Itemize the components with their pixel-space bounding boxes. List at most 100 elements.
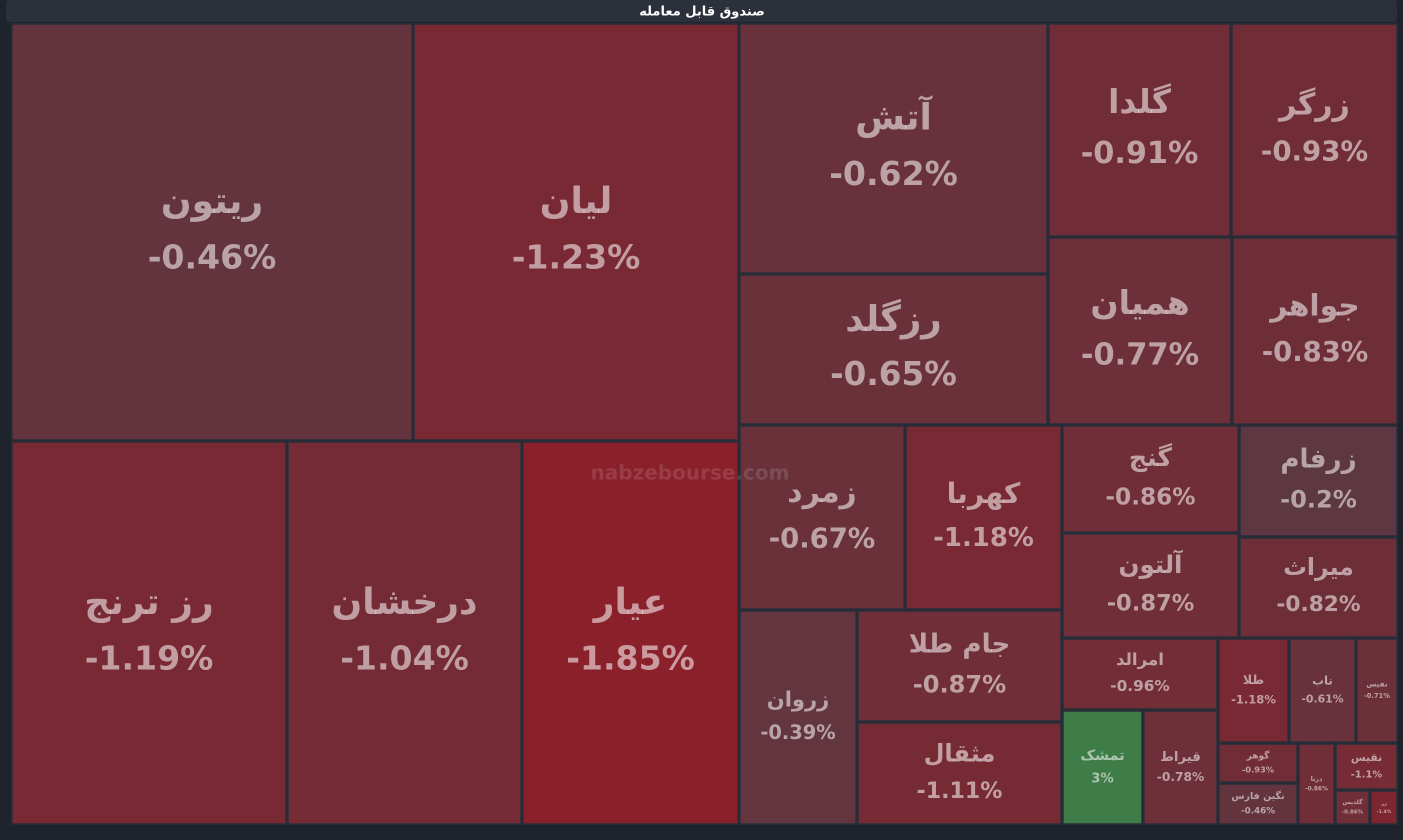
tile-label: امرالد bbox=[1116, 650, 1164, 670]
tile-label: ریتون bbox=[161, 181, 263, 222]
tile-value: -1.04% bbox=[340, 639, 469, 678]
tile-label: نفیس bbox=[1366, 680, 1387, 689]
tile-label: ناب bbox=[1312, 674, 1333, 688]
tile-value: -0.46% bbox=[1241, 807, 1275, 817]
tile bbox=[287, 441, 522, 825]
tile-value: -0.93% bbox=[1242, 764, 1275, 774]
tile-label: نقیس bbox=[1351, 751, 1382, 764]
tile-label: زمرد bbox=[787, 475, 856, 510]
title-bar bbox=[6, 0, 1397, 22]
tile bbox=[1370, 790, 1398, 825]
tile-label: درخشان bbox=[331, 582, 477, 623]
tile-value: -1.4% bbox=[1377, 809, 1392, 815]
tile bbox=[1239, 425, 1398, 537]
tile-value: -0.65% bbox=[830, 355, 957, 393]
tile-value: 3% bbox=[1091, 771, 1113, 786]
tile-label: گلدیس bbox=[1342, 798, 1363, 806]
tile bbox=[905, 425, 1062, 610]
tile-value: -0.61% bbox=[1301, 692, 1343, 705]
tile bbox=[1232, 237, 1398, 425]
tile-value: -1.18% bbox=[1231, 692, 1276, 706]
tile-label: میراث bbox=[1283, 553, 1354, 581]
tile bbox=[1143, 710, 1218, 825]
tile-label: عیار bbox=[592, 582, 668, 623]
tile-label: نگین فارس bbox=[1231, 790, 1284, 802]
tile-value: -1.23% bbox=[512, 238, 641, 277]
tile bbox=[413, 23, 739, 441]
tile-value: -0.78% bbox=[1157, 770, 1204, 784]
tile-value: -0.62% bbox=[829, 154, 958, 193]
tile-value: -0.91% bbox=[1081, 136, 1199, 171]
tile-value: -0.96% bbox=[1110, 677, 1170, 695]
tile-label: زرفام bbox=[1280, 445, 1356, 475]
tile bbox=[1062, 638, 1218, 710]
tile bbox=[1356, 638, 1398, 743]
tile-label: آتش bbox=[855, 95, 933, 139]
tile bbox=[1298, 743, 1335, 825]
tile-value: -0.67% bbox=[769, 523, 876, 554]
tile-value: -1.1% bbox=[1351, 770, 1383, 781]
tile-value: -0.93% bbox=[1261, 135, 1368, 168]
tile bbox=[1062, 425, 1239, 533]
tile bbox=[1218, 783, 1298, 825]
tile bbox=[739, 425, 905, 610]
tile bbox=[1335, 743, 1398, 790]
tile-label: جام طلا bbox=[909, 630, 1011, 660]
tile-value: -0.86% bbox=[1305, 786, 1328, 792]
tile-value: -0.39% bbox=[760, 721, 835, 744]
tile-label: زروان bbox=[767, 687, 830, 712]
tile-value: -1.85% bbox=[566, 639, 695, 678]
tile bbox=[1231, 23, 1398, 237]
tile-label: رزگلد bbox=[845, 298, 941, 340]
tile-label: آلتون bbox=[1119, 549, 1184, 579]
tile-value: -1.18% bbox=[933, 523, 1034, 553]
tile-label: قیراط bbox=[1160, 750, 1201, 765]
tile-value: -0.2% bbox=[1280, 486, 1357, 514]
tile-label: طلا bbox=[1243, 672, 1264, 687]
tile bbox=[1048, 237, 1232, 425]
chart-title: صندوق قابل معامله bbox=[639, 5, 765, 20]
tile bbox=[739, 274, 1048, 425]
tile-value: -0.86% bbox=[1105, 483, 1195, 510]
tile bbox=[522, 441, 739, 825]
tile bbox=[11, 441, 287, 825]
tile-label: مثقال bbox=[924, 739, 996, 767]
tile-label: گلدا bbox=[1108, 82, 1172, 121]
tile-value: -0.83% bbox=[1262, 337, 1369, 368]
tile bbox=[857, 722, 1062, 825]
tile-value: -0.71% bbox=[1364, 692, 1390, 700]
tile-label: زر bbox=[1380, 801, 1387, 807]
tile-label: درنا bbox=[1311, 776, 1323, 783]
tile-label: گنج bbox=[1129, 443, 1172, 473]
tile-label: همیان bbox=[1090, 283, 1189, 322]
tile bbox=[1335, 790, 1370, 825]
tile-label: زرگر bbox=[1277, 87, 1350, 123]
tile-value: -0.87% bbox=[1107, 590, 1195, 616]
watermark: nabzebourse.com bbox=[591, 461, 790, 485]
tile-value: -0.82% bbox=[1276, 592, 1360, 617]
tile bbox=[1239, 537, 1398, 638]
tile bbox=[739, 610, 857, 825]
tile bbox=[1062, 710, 1143, 825]
tile-value: -1.19% bbox=[85, 639, 214, 678]
tile-label: لیان bbox=[540, 181, 612, 222]
tile bbox=[1289, 638, 1356, 743]
tile bbox=[11, 23, 413, 441]
tile-label: رز ترنج bbox=[84, 582, 213, 623]
tile-value: -0.87% bbox=[913, 671, 1007, 699]
tile bbox=[739, 23, 1048, 274]
tile-label: تمشک bbox=[1080, 748, 1124, 764]
tile bbox=[857, 610, 1062, 722]
tile-value: -0.46% bbox=[148, 238, 277, 277]
tile-label: کهربا bbox=[947, 477, 1021, 510]
tiles: ریتون -0.46% لیان -1.23% آتش -0.62% گلدا -0.91%… bbox=[11, 23, 1398, 825]
tile-value: -0.77% bbox=[1081, 337, 1199, 372]
tile-value: -1.11% bbox=[917, 778, 1003, 804]
tile bbox=[1048, 23, 1231, 237]
tile bbox=[1218, 743, 1298, 783]
tile-label: جواهر bbox=[1268, 289, 1360, 324]
tile bbox=[1218, 638, 1289, 743]
tile-label: گوهر bbox=[1246, 749, 1271, 761]
